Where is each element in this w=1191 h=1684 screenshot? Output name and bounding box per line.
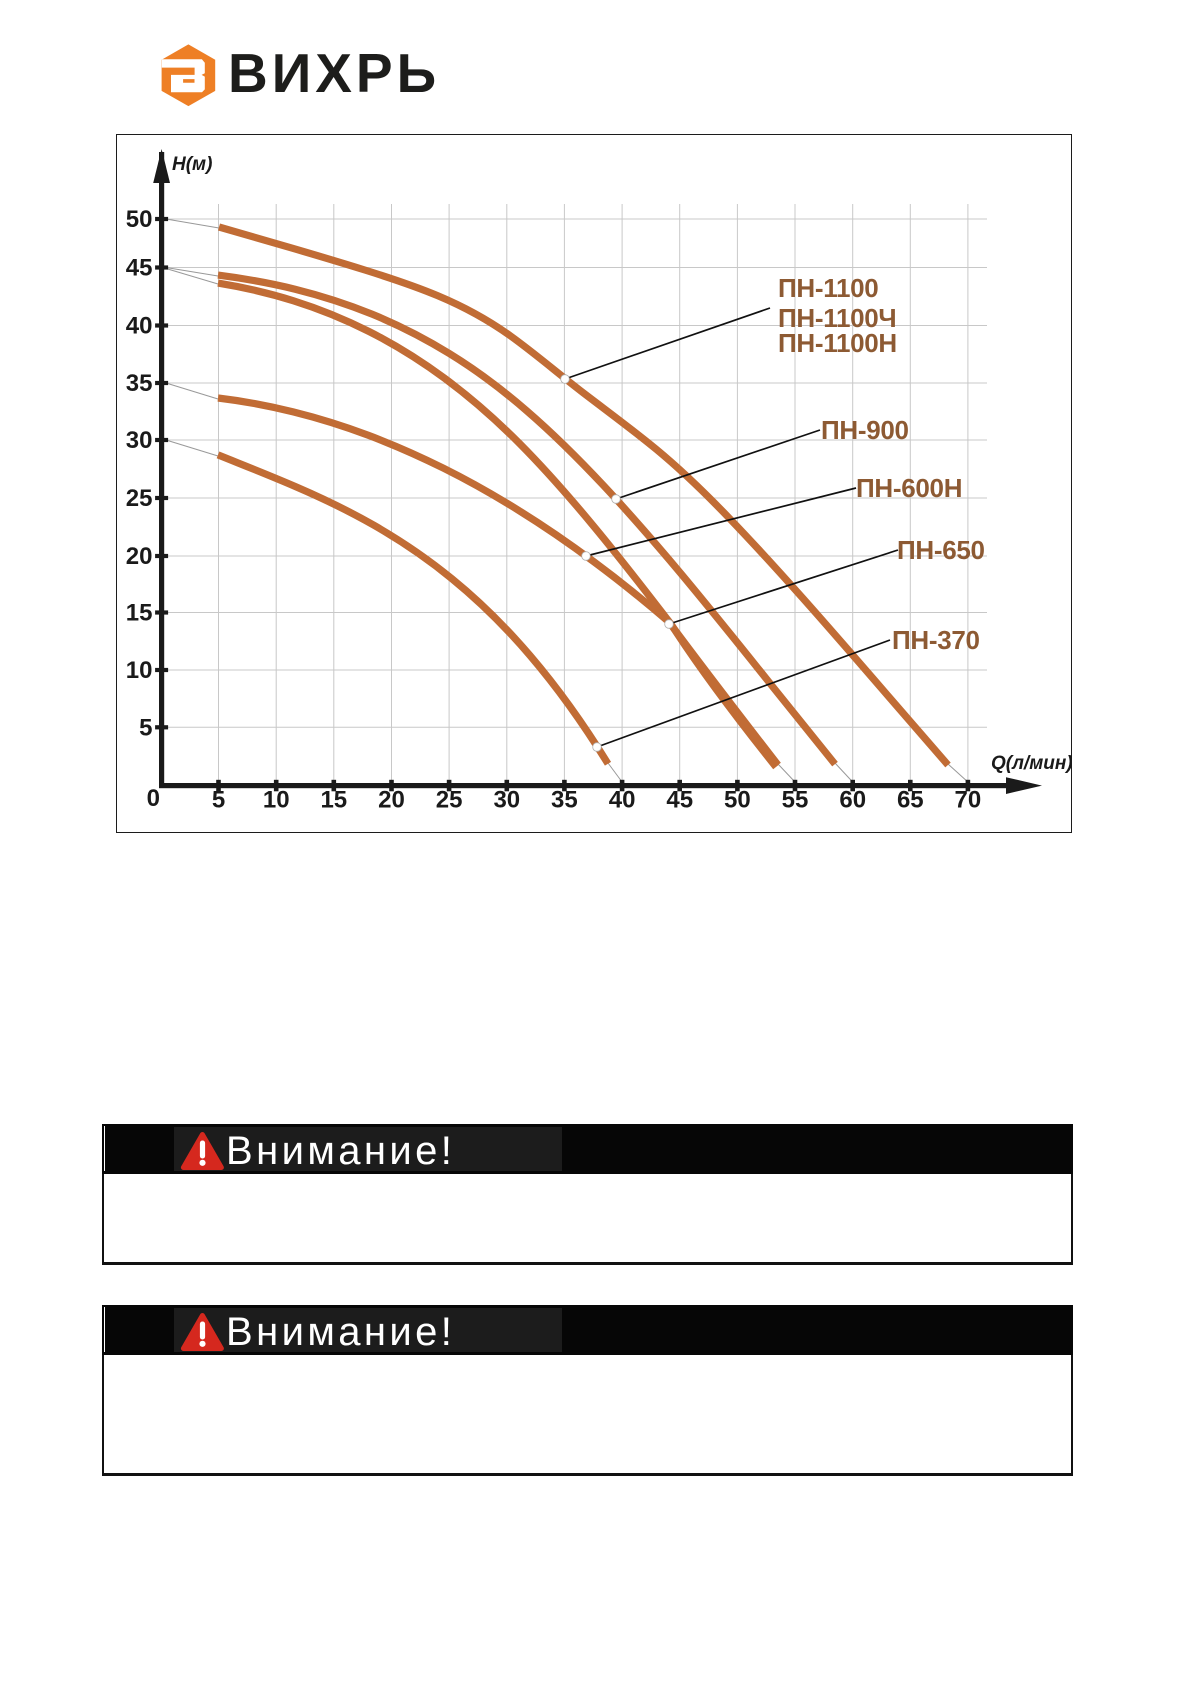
- svg-text:ПН-600Н: ПН-600Н: [856, 473, 962, 503]
- svg-text:5: 5: [139, 714, 152, 741]
- svg-text:ПН-650: ПН-650: [897, 535, 985, 565]
- svg-text:25: 25: [436, 787, 463, 814]
- svg-text:40: 40: [126, 313, 153, 340]
- svg-text:15: 15: [320, 787, 347, 814]
- svg-text:45: 45: [666, 787, 693, 814]
- svg-text:30: 30: [126, 427, 153, 454]
- svg-text:30: 30: [493, 787, 520, 814]
- svg-text:60: 60: [839, 787, 866, 814]
- svg-text:65: 65: [897, 787, 924, 814]
- svg-text:15: 15: [126, 600, 153, 627]
- svg-text:55: 55: [782, 787, 809, 814]
- svg-text:35: 35: [551, 787, 578, 814]
- svg-text:0: 0: [147, 785, 160, 812]
- svg-text:20: 20: [378, 787, 405, 814]
- svg-text:ПН-1100Н: ПН-1100Н: [778, 328, 897, 358]
- svg-text:50: 50: [126, 206, 153, 233]
- svg-text:45: 45: [126, 255, 153, 282]
- svg-text:ПН-1100: ПН-1100: [778, 273, 878, 303]
- svg-text:ПН-900: ПН-900: [821, 415, 909, 445]
- svg-text:70: 70: [955, 787, 982, 814]
- svg-text:20: 20: [126, 543, 153, 570]
- svg-text:25: 25: [126, 485, 153, 512]
- svg-text:35: 35: [126, 370, 153, 397]
- svg-text:50: 50: [724, 787, 751, 814]
- svg-text:5: 5: [212, 787, 225, 814]
- svg-text:Q(л/мин): Q(л/мин): [991, 753, 1072, 774]
- svg-text:40: 40: [609, 787, 636, 814]
- svg-text:H(м): H(м): [172, 154, 212, 175]
- svg-text:10: 10: [263, 787, 290, 814]
- svg-text:10: 10: [126, 657, 153, 684]
- svg-text:ПН-370: ПН-370: [892, 625, 980, 655]
- svg-text:ПН-1100Ч: ПН-1100Ч: [778, 303, 896, 333]
